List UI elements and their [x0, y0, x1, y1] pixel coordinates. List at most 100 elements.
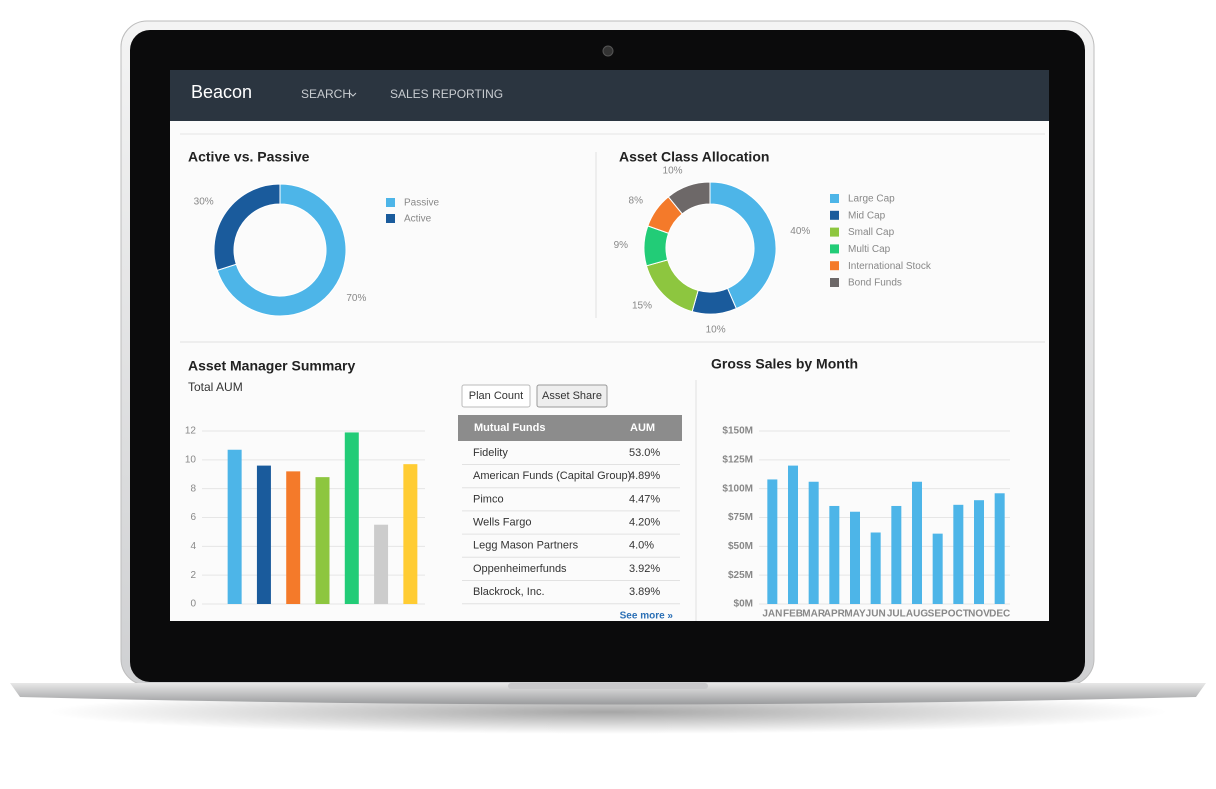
chart-title: Asset Manager Summary	[188, 358, 356, 374]
brand[interactable]: Beacon	[191, 82, 252, 102]
header-cell: AUM	[630, 422, 655, 434]
bar	[891, 505, 902, 604]
bar	[994, 493, 1005, 604]
legend-swatch	[386, 198, 395, 207]
legend-swatch	[830, 278, 839, 287]
bar	[227, 449, 242, 604]
table-cell: Pimco	[473, 493, 504, 505]
table-cell: Wells Fargo	[473, 517, 531, 529]
legend-label: Bond Funds	[848, 278, 902, 289]
chart-subtitle: Total AUM	[188, 380, 243, 394]
legend-label: Mid Cap	[848, 210, 886, 221]
x-tick-label: NOV	[968, 609, 990, 620]
donut-segment	[691, 287, 737, 315]
chart-title: Gross Sales by Month	[711, 356, 858, 372]
chart-title: Asset Class Allocation	[619, 149, 769, 165]
table-cell: 3.92%	[629, 563, 660, 575]
bar	[767, 479, 778, 604]
donut-segment	[667, 181, 711, 215]
x-tick-label: FEB	[783, 609, 803, 620]
y-tick-label: $75M	[728, 512, 753, 523]
bar	[953, 504, 964, 604]
data-label: 70%	[346, 293, 366, 304]
table-cell: American Funds (Capital Group)	[473, 470, 631, 482]
bar	[808, 481, 819, 604]
legend-swatch	[830, 210, 839, 220]
x-tick-label: DEC	[989, 609, 1010, 620]
data-label: 9%	[614, 240, 629, 251]
nav-item[interactable]: SALES REPORTING	[390, 87, 503, 101]
y-tick-label: 8	[190, 483, 196, 494]
table-cell: 53.0%	[629, 447, 660, 459]
y-tick-label: $150M	[722, 426, 753, 437]
table-cell: 4.89%	[629, 470, 660, 482]
data-label: 10%	[663, 165, 683, 176]
legend-swatch	[830, 261, 839, 271]
table-cell: 3.89%	[629, 586, 660, 598]
button[interactable]	[536, 384, 608, 408]
data-label: 10%	[706, 324, 726, 335]
screen: Beacon SEARCH SALES REPORTING Plan Count…	[170, 70, 1049, 622]
bar	[829, 505, 840, 604]
table-cell: Legg Mason Partners	[473, 540, 579, 552]
legend-label: Passive	[404, 198, 439, 209]
button-label[interactable]: Plan Count	[469, 390, 523, 402]
button-label[interactable]: Asset Share	[542, 390, 602, 402]
legend-label: Large Cap	[848, 194, 895, 205]
chart-title: Active vs. Passive	[188, 149, 310, 165]
legend-swatch	[830, 194, 839, 203]
bar	[344, 432, 359, 604]
data-label: 8%	[629, 195, 644, 206]
table-cell: Blackrock, Inc.	[473, 586, 545, 598]
table-cell: 4.0%	[629, 540, 654, 552]
x-tick-label: MAR	[802, 609, 826, 620]
x-tick-label: OCT	[948, 609, 969, 620]
x-tick-label: JUL	[887, 609, 906, 620]
y-tick-label: 12	[185, 426, 197, 437]
y-tick-label: 2	[190, 570, 196, 581]
donut-segment	[709, 181, 777, 310]
notch	[508, 683, 708, 689]
y-tick-label: $100M	[722, 483, 753, 494]
bar	[932, 533, 943, 604]
bar	[256, 465, 271, 604]
chevron	[349, 92, 357, 97]
legend-label: Multi Cap	[848, 244, 891, 255]
x-tick-label: JUN	[866, 609, 886, 620]
x-tick-label: MAY	[844, 609, 866, 620]
bar	[403, 464, 418, 604]
legend-swatch	[830, 227, 839, 237]
table-cell: Oppenheimerfunds	[473, 563, 567, 575]
bar	[374, 524, 389, 604]
legend-label: Active	[404, 214, 432, 225]
donut-segment	[216, 183, 347, 317]
table-cell: 4.20%	[629, 517, 660, 529]
header-cell: Mutual Funds	[474, 422, 546, 434]
y-tick-label: 10	[185, 454, 197, 465]
legend-label: International Stock	[848, 261, 932, 272]
data-label: 40%	[790, 226, 810, 237]
donut-segment	[213, 183, 281, 272]
x-tick-label: SEP	[928, 609, 948, 620]
y-tick-label: $50M	[728, 541, 753, 552]
see-more[interactable]: See more »	[620, 611, 674, 622]
bar	[870, 532, 881, 604]
bar	[286, 471, 301, 604]
x-tick-label: JAN	[762, 609, 782, 620]
legend-swatch	[386, 214, 395, 223]
bar	[974, 500, 984, 604]
button[interactable]	[461, 384, 531, 408]
x-tick-label: AUG	[906, 609, 928, 620]
camera	[602, 45, 614, 57]
laptop-base	[10, 683, 1206, 705]
bar	[912, 481, 922, 604]
y-tick-label: $0M	[734, 599, 753, 610]
table-cell: Fidelity	[473, 447, 508, 459]
nav-item[interactable]: SEARCH	[301, 87, 351, 101]
legend-label: Small Cap	[848, 227, 895, 238]
y-tick-label: $25M	[728, 570, 753, 581]
nav-bar	[170, 70, 1049, 121]
table-cell: 4.47%	[629, 493, 660, 505]
bar	[850, 511, 860, 604]
